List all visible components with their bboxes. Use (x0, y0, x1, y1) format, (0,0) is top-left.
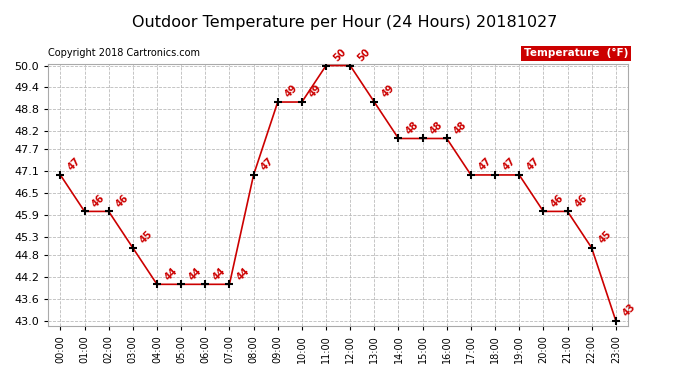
Text: 49: 49 (380, 83, 397, 100)
Text: 50: 50 (332, 47, 348, 63)
Text: 45: 45 (598, 229, 614, 246)
Text: 49: 49 (284, 83, 300, 100)
Text: Copyright 2018 Cartronics.com: Copyright 2018 Cartronics.com (48, 48, 200, 58)
Text: 50: 50 (356, 47, 373, 63)
Text: 47: 47 (477, 156, 493, 173)
Text: 44: 44 (163, 266, 179, 282)
Text: 47: 47 (525, 156, 542, 173)
Text: 49: 49 (308, 83, 324, 100)
Text: 46: 46 (549, 193, 566, 209)
Text: 48: 48 (404, 120, 421, 136)
Text: Outdoor Temperature per Hour (24 Hours) 20181027: Outdoor Temperature per Hour (24 Hours) … (132, 15, 558, 30)
Text: 44: 44 (235, 266, 252, 282)
Text: 46: 46 (115, 193, 131, 209)
Text: 46: 46 (573, 193, 590, 209)
Text: 46: 46 (90, 193, 107, 209)
Text: 43: 43 (622, 302, 638, 319)
Text: Temperature  (°F): Temperature (°F) (524, 48, 628, 58)
Text: 48: 48 (453, 120, 469, 136)
Text: 47: 47 (501, 156, 518, 173)
Text: 44: 44 (187, 266, 204, 282)
Text: 47: 47 (259, 156, 276, 173)
Text: 44: 44 (211, 266, 228, 282)
Text: 47: 47 (66, 156, 83, 173)
Text: 48: 48 (428, 120, 445, 136)
Text: 45: 45 (139, 229, 155, 246)
